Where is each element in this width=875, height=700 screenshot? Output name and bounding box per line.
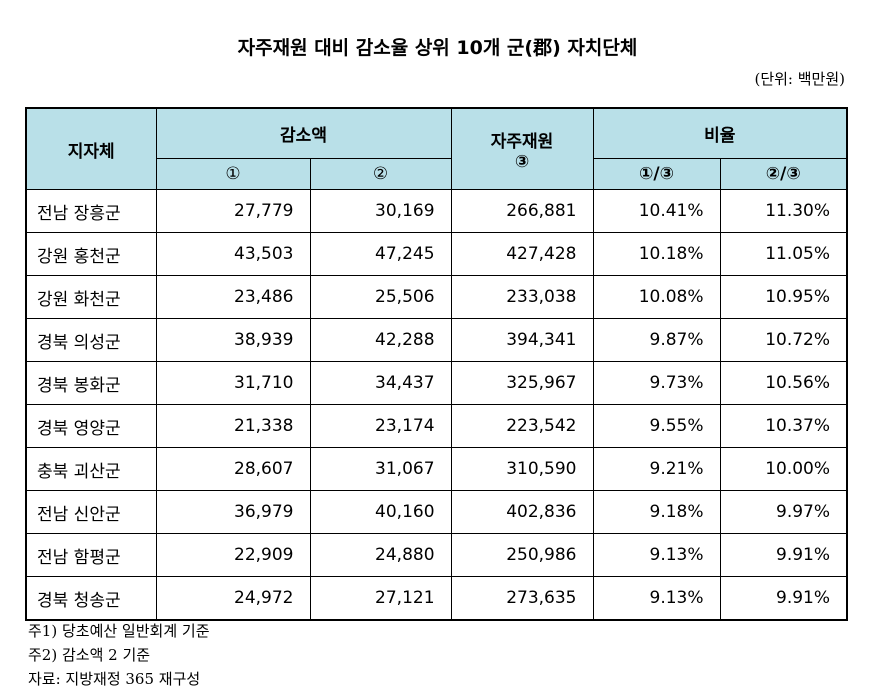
value-cell: 9.97% xyxy=(719,490,848,534)
value-cell: 9.13% xyxy=(592,533,721,577)
header-cell: 감소액 xyxy=(155,107,452,159)
value-cell: 310,590 xyxy=(450,447,594,491)
value-cell: 394,341 xyxy=(450,318,594,362)
value-cell: 9.73% xyxy=(592,361,721,405)
subheader-cell: ②/③ xyxy=(719,158,848,190)
value-cell: 10.37% xyxy=(719,404,848,448)
table-row: 경북 의성군 38,939 42,288 394,341 9.87% 10.72% xyxy=(25,318,848,362)
title: 자주재원 대비 감소율 상위 10개 군(郡) 자치단체 xyxy=(237,37,638,59)
value-cell: 42,288 xyxy=(309,318,452,362)
note: 주1) 당초예산 일반회계 기준 xyxy=(28,622,210,640)
region-cell: 전남 신안군 xyxy=(25,490,157,534)
region-cell: 강원 화천군 xyxy=(25,275,157,319)
value-cell: 10.95% xyxy=(719,275,848,319)
value-cell: 24,972 xyxy=(155,576,311,621)
value-cell: 34,437 xyxy=(309,361,452,405)
table-row: 강원 화천군 23,486 25,506 233,038 10.08% 10.95% xyxy=(25,275,848,319)
value-cell: 25,506 xyxy=(309,275,452,319)
region-cell: 전남 함평군 xyxy=(25,533,157,577)
header-cell: 비율 xyxy=(592,107,848,159)
value-cell: 22,909 xyxy=(155,533,311,577)
value-cell: 9.55% xyxy=(592,404,721,448)
region-cell: 충북 괴산군 xyxy=(25,447,157,491)
value-cell: 10.56% xyxy=(719,361,848,405)
table-row: 전남 함평군 22,909 24,880 250,986 9.13% 9.91% xyxy=(25,533,848,577)
value-cell: 9.91% xyxy=(719,533,848,577)
value-cell: 31,067 xyxy=(309,447,452,491)
subheader-cell: ① xyxy=(155,158,311,190)
value-cell: 11.05% xyxy=(719,232,848,276)
value-cell: 30,169 xyxy=(309,189,452,233)
region-cell: 경북 의성군 xyxy=(25,318,157,362)
table-row: 경북 청송군 24,972 27,121 273,635 9.13% 9.91% xyxy=(25,576,848,621)
table-row: 경북 봉화군 31,710 34,437 325,967 9.73% 10.56% xyxy=(25,361,848,405)
header-text: 자주재원 xyxy=(490,131,554,152)
value-cell: 9.91% xyxy=(719,576,848,621)
table-row: 전남 장흥군 27,779 30,169 266,881 10.41% 11.30% xyxy=(25,189,848,233)
value-cell: 23,486 xyxy=(155,275,311,319)
data-table: 지자체 감소액 자주재원 ③ 비율 ① ② ①/③ ②/③ 전남 장흥군 27,77… xyxy=(25,107,849,621)
value-cell: 36,979 xyxy=(155,490,311,534)
value-cell: 10.41% xyxy=(592,189,721,233)
value-cell: 233,038 xyxy=(450,275,594,319)
value-cell: 325,967 xyxy=(450,361,594,405)
value-cell: 402,836 xyxy=(450,490,594,534)
region-cell: 경북 청송군 xyxy=(25,576,157,621)
header-mark: ③ xyxy=(514,151,530,172)
region-cell: 경북 영양군 xyxy=(25,404,157,448)
value-cell: 10.18% xyxy=(592,232,721,276)
value-cell: 24,880 xyxy=(309,533,452,577)
value-cell: 40,160 xyxy=(309,490,452,534)
region-cell: 전남 장흥군 xyxy=(25,189,157,233)
table-row: 강원 홍천군 43,503 47,245 427,428 10.18% 11.05% xyxy=(25,232,848,276)
table-row: 경북 영양군 21,338 23,174 223,542 9.55% 10.37% xyxy=(25,404,848,448)
table-row: 충북 괴산군 28,607 31,067 310,590 9.21% 10.00% xyxy=(25,447,848,491)
value-cell: 27,121 xyxy=(309,576,452,621)
value-cell: 250,986 xyxy=(450,533,594,577)
value-cell: 23,174 xyxy=(309,404,452,448)
value-cell: 10.72% xyxy=(719,318,848,362)
note: 주2) 감소액 2 기준 xyxy=(28,646,151,664)
header-cell: 지자체 xyxy=(25,107,157,190)
value-cell: 9.87% xyxy=(592,318,721,362)
value-cell: 21,338 xyxy=(155,404,311,448)
value-cell: 223,542 xyxy=(450,404,594,448)
value-cell: 427,428 xyxy=(450,232,594,276)
region-cell: 강원 홍천군 xyxy=(25,232,157,276)
value-cell: 27,779 xyxy=(155,189,311,233)
value-cell: 9.21% xyxy=(592,447,721,491)
value-cell: 10.08% xyxy=(592,275,721,319)
value-cell: 9.18% xyxy=(592,490,721,534)
region-cell: 경북 봉화군 xyxy=(25,361,157,405)
value-cell: 11.30% xyxy=(719,189,848,233)
value-cell: 9.13% xyxy=(592,576,721,621)
value-cell: 38,939 xyxy=(155,318,311,362)
header-cell: 자주재원 ③ xyxy=(450,107,594,190)
value-cell: 10.00% xyxy=(719,447,848,491)
value-cell: 28,607 xyxy=(155,447,311,491)
table-body: 전남 장흥군 27,779 30,169 266,881 10.41% 11.30% 강원 … xyxy=(25,189,848,621)
value-cell: 273,635 xyxy=(450,576,594,621)
note: 자료: 지방재정 365 재구성 xyxy=(28,670,201,688)
subheader-cell: ② xyxy=(309,158,452,190)
value-cell: 47,245 xyxy=(309,232,452,276)
unit-note: (단위: 백만원) xyxy=(754,70,845,88)
value-cell: 43,503 xyxy=(155,232,311,276)
subheader-cell: ①/③ xyxy=(592,158,721,190)
value-cell: 266,881 xyxy=(450,189,594,233)
value-cell: 31,710 xyxy=(155,361,311,405)
table-row: 전남 신안군 36,979 40,160 402,836 9.18% 9.97% xyxy=(25,490,848,534)
